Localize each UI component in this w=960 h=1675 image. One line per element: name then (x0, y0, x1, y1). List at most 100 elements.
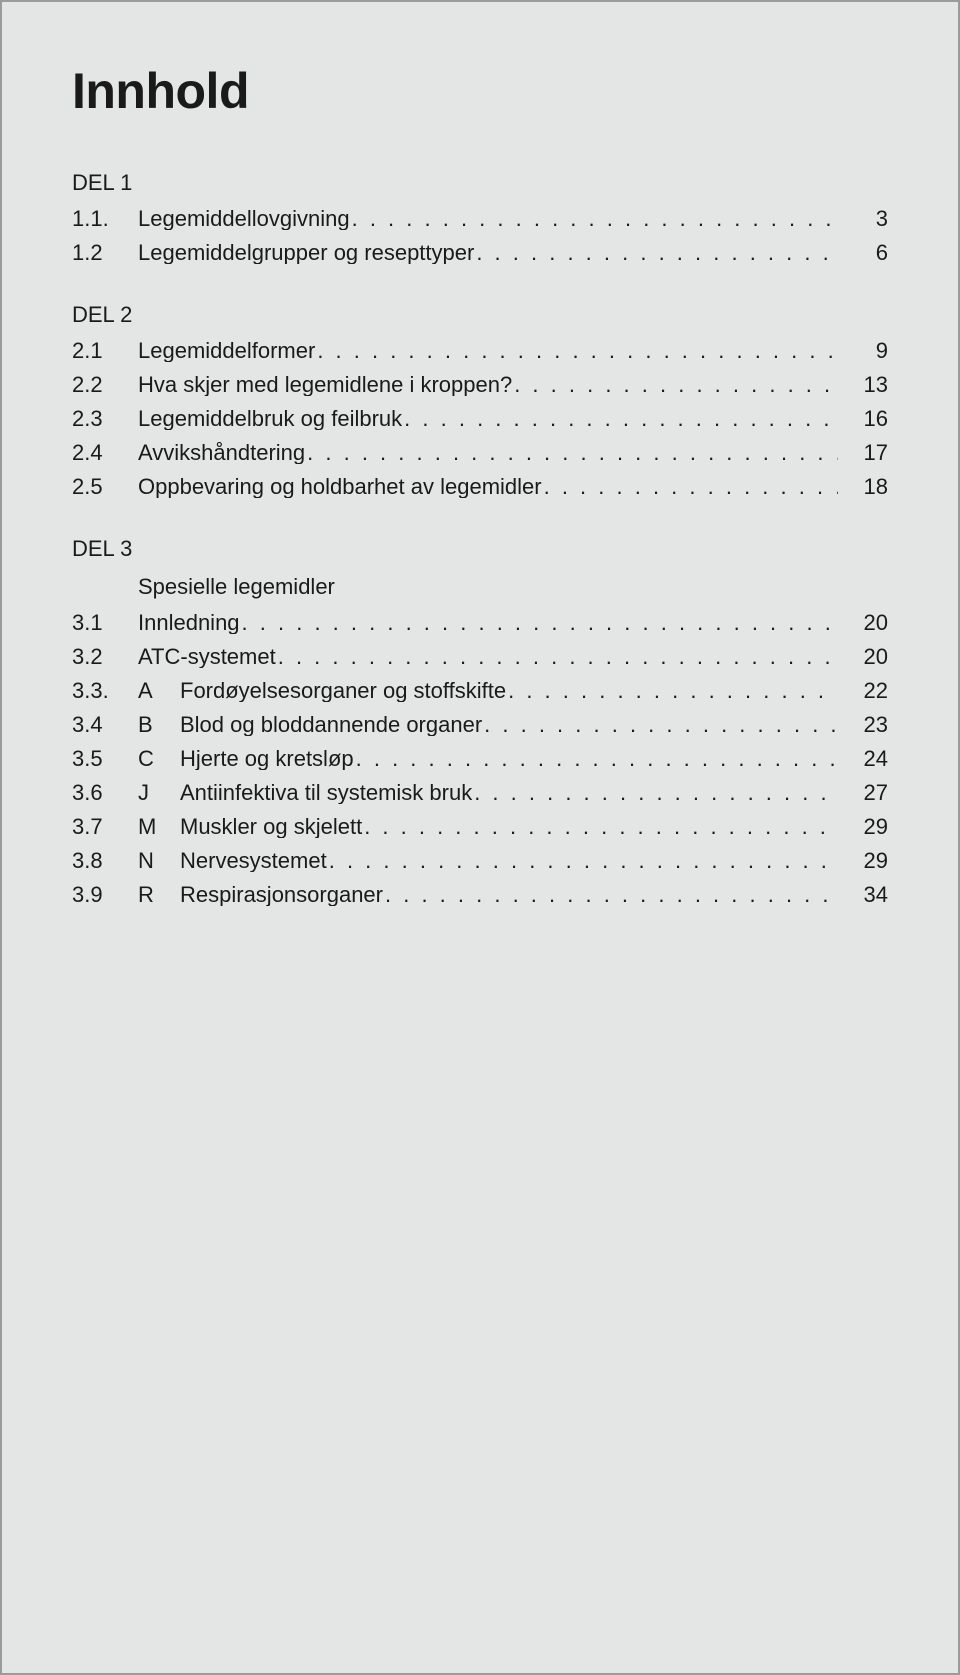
entry-page: 9 (838, 340, 888, 362)
toc-entry: 3.5CHjerte og kretsløp. . . . . . . . . … (72, 748, 888, 770)
entry-title: Legemiddelgrupper og resepttyper (138, 242, 474, 264)
entry-label-wrap: Legemiddelgrupper og resepttyper. . . . … (138, 242, 838, 264)
leader-dots: . . . . . . . . . . . . . . . . . . . . … (240, 612, 838, 634)
entry-page: 27 (838, 782, 888, 804)
entry-page: 29 (838, 816, 888, 838)
entry-label-wrap: Blod og bloddannende organer. . . . . . … (180, 714, 838, 736)
leader-dots: . . . . . . . . . . . . . . . . . . . . … (542, 476, 838, 498)
toc-entry: 2.3Legemiddelbruk og feilbruk. . . . . .… (72, 408, 888, 430)
section-heading: DEL 1 (72, 170, 888, 196)
entry-label-wrap: Legemiddellovgivning. . . . . . . . . . … (138, 208, 838, 230)
entry-label-wrap: Respirasjonsorganer. . . . . . . . . . .… (180, 884, 838, 906)
entry-letter: J (138, 782, 180, 804)
leader-dots: . . . . . . . . . . . . . . . . . . . . … (305, 442, 838, 464)
leader-dots: . . . . . . . . . . . . . . . . . . . . … (327, 850, 838, 872)
leader-dots: . . . . . . . . . . . . . . . . . . . . … (383, 884, 838, 906)
toc-entry: 2.4Avvikshåndtering. . . . . . . . . . .… (72, 442, 888, 464)
leader-dots: . . . . . . . . . . . . . . . . . . . . … (354, 748, 838, 770)
entry-number: 2.2 (72, 374, 138, 396)
entry-page: 20 (838, 646, 888, 668)
toc-entry: 2.1Legemiddelformer. . . . . . . . . . .… (72, 340, 888, 362)
entry-label-wrap: Legemiddelbruk og feilbruk. . . . . . . … (138, 408, 838, 430)
leader-dots: . . . . . . . . . . . . . . . . . . . . … (482, 714, 838, 736)
toc-entry: 3.7MMuskler og skjelett. . . . . . . . .… (72, 816, 888, 838)
section-subheading: Spesielle legemidler (138, 574, 888, 600)
entry-page: 34 (838, 884, 888, 906)
entry-page: 20 (838, 612, 888, 634)
section-heading: DEL 3 (72, 536, 888, 562)
entry-number: 3.9 (72, 884, 138, 906)
entry-number: 2.4 (72, 442, 138, 464)
leader-dots: . . . . . . . . . . . . . . . . . . . . … (362, 816, 838, 838)
entry-page: 18 (838, 476, 888, 498)
leader-dots: . . . . . . . . . . . . . . . . . . . . … (350, 208, 838, 230)
entry-title: Hva skjer med legemidlene i kroppen? (138, 374, 512, 396)
entry-number: 3.7 (72, 816, 138, 838)
entry-number: 3.3. (72, 680, 138, 702)
entry-title: Oppbevaring og holdbarhet av legemidler (138, 476, 542, 498)
entry-number: 3.2 (72, 646, 138, 668)
entry-label-wrap: Oppbevaring og holdbarhet av legemidler.… (138, 476, 838, 498)
toc-body: DEL 11.1.Legemiddellovgivning. . . . . .… (72, 170, 888, 906)
leader-dots: . . . . . . . . . . . . . . . . . . . . … (276, 646, 838, 668)
section-heading: DEL 2 (72, 302, 888, 328)
entry-label-wrap: Hva skjer med legemidlene i kroppen?. . … (138, 374, 838, 396)
entry-page: 29 (838, 850, 888, 872)
entry-label-wrap: Fordøyelsesorganer og stoffskifte. . . .… (180, 680, 838, 702)
entry-page: 17 (838, 442, 888, 464)
toc-entry: 3.2ATC-systemet. . . . . . . . . . . . .… (72, 646, 888, 668)
entry-page: 22 (838, 680, 888, 702)
entry-label-wrap: ATC-systemet. . . . . . . . . . . . . . … (138, 646, 838, 668)
leader-dots: . . . . . . . . . . . . . . . . . . . . … (506, 680, 838, 702)
entry-label-wrap: Muskler og skjelett. . . . . . . . . . .… (180, 816, 838, 838)
leader-dots: . . . . . . . . . . . . . . . . . . . . … (315, 340, 838, 362)
toc-entry: 3.8NNervesystemet. . . . . . . . . . . .… (72, 850, 888, 872)
entry-number: 3.6 (72, 782, 138, 804)
entry-label-wrap: Legemiddelformer. . . . . . . . . . . . … (138, 340, 838, 362)
entry-title: Innledning (138, 612, 240, 634)
page-title: Innhold (72, 62, 888, 120)
entry-title: Hjerte og kretsløp (180, 748, 354, 770)
entry-number: 1.1. (72, 208, 138, 230)
entry-label-wrap: Avvikshåndtering. . . . . . . . . . . . … (138, 442, 838, 464)
entry-title: Fordøyelsesorganer og stoffskifte (180, 680, 506, 702)
toc-entry: 3.3.AFordøyelsesorganer og stoffskifte. … (72, 680, 888, 702)
entry-title: Muskler og skjelett (180, 816, 362, 838)
entry-letter: N (138, 850, 180, 872)
entry-page: 13 (838, 374, 888, 396)
toc-entry: 2.2Hva skjer med legemidlene i kroppen?.… (72, 374, 888, 396)
entry-number: 2.1 (72, 340, 138, 362)
entry-number: 2.5 (72, 476, 138, 498)
entry-title: Antiinfektiva til systemisk bruk (180, 782, 472, 804)
leader-dots: . . . . . . . . . . . . . . . . . . . . … (402, 408, 838, 430)
entry-letter: R (138, 884, 180, 906)
entry-number: 3.5 (72, 748, 138, 770)
entry-title: Legemiddellovgivning (138, 208, 350, 230)
entry-title: Legemiddelbruk og feilbruk (138, 408, 402, 430)
entry-letter: B (138, 714, 180, 736)
entry-number: 1.2 (72, 242, 138, 264)
entry-label-wrap: Innledning. . . . . . . . . . . . . . . … (138, 612, 838, 634)
entry-title: Nervesystemet (180, 850, 327, 872)
entry-title: Respirasjonsorganer (180, 884, 383, 906)
entry-page: 3 (838, 208, 888, 230)
entry-title: Blod og bloddannende organer (180, 714, 482, 736)
toc-entry: 3.1Innledning. . . . . . . . . . . . . .… (72, 612, 888, 634)
entry-page: 6 (838, 242, 888, 264)
entry-title: ATC-systemet (138, 646, 276, 668)
toc-entry: 3.4BBlod og bloddannende organer. . . . … (72, 714, 888, 736)
entry-title: Legemiddelformer (138, 340, 315, 362)
entry-label-wrap: Hjerte og kretsløp. . . . . . . . . . . … (180, 748, 838, 770)
toc-entry: 1.2Legemiddelgrupper og resepttyper. . .… (72, 242, 888, 264)
toc-entry: 2.5Oppbevaring og holdbarhet av legemidl… (72, 476, 888, 498)
leader-dots: . . . . . . . . . . . . . . . . . . . . … (512, 374, 838, 396)
toc-page: Innhold DEL 11.1.Legemiddellovgivning. .… (0, 0, 960, 1675)
entry-number: 3.4 (72, 714, 138, 736)
leader-dots: . . . . . . . . . . . . . . . . . . . . … (472, 782, 838, 804)
entry-label-wrap: Antiinfektiva til systemisk bruk. . . . … (180, 782, 838, 804)
entry-letter: C (138, 748, 180, 770)
entry-title: Avvikshåndtering (138, 442, 305, 464)
entry-number: 2.3 (72, 408, 138, 430)
toc-entry: 1.1.Legemiddellovgivning. . . . . . . . … (72, 208, 888, 230)
entry-page: 24 (838, 748, 888, 770)
